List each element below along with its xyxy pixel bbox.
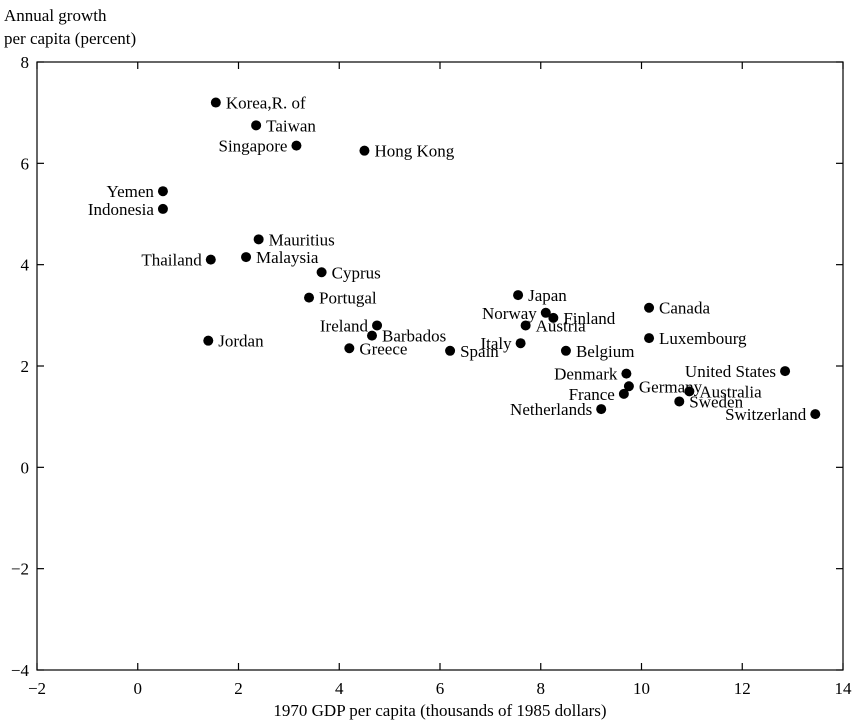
y-tick-label: 2 <box>21 357 30 376</box>
point-label-canada: Canada <box>659 299 710 318</box>
point-cyprus <box>316 267 327 278</box>
point-germany <box>623 381 634 392</box>
point-malaysia <box>241 252 252 263</box>
point-label-japan: Japan <box>528 286 567 305</box>
point-hong-kong <box>359 145 370 156</box>
point-canada <box>644 302 655 313</box>
point-label-denmark: Denmark <box>554 365 618 384</box>
x-tick-label: 2 <box>234 679 243 698</box>
point-label-singapore: Singapore <box>218 137 287 156</box>
point-austria <box>520 320 531 331</box>
point-indonesia <box>157 203 168 214</box>
point-luxembourg <box>644 333 655 344</box>
point-label-spain: Spain <box>460 342 499 361</box>
x-tick-label: 6 <box>436 679 445 698</box>
point-label-barbados: Barbados <box>382 327 446 346</box>
point-greece <box>344 343 355 354</box>
point-finland <box>548 312 559 323</box>
point-label-greece: Greece <box>359 339 407 358</box>
point-japan <box>513 290 524 301</box>
point-label-australia: Australia <box>699 382 762 401</box>
y-tick-label: 6 <box>21 154 30 173</box>
y-axis-title-line2: per capita (percent) <box>4 29 136 48</box>
point-spain <box>445 345 456 356</box>
point-belgium <box>560 345 571 356</box>
point-ireland <box>372 320 383 331</box>
x-tick-label: 4 <box>335 679 344 698</box>
point-jordan <box>203 335 214 346</box>
point-label-malaysia: Malaysia <box>256 248 319 267</box>
point-label-netherlands: Netherlands <box>510 400 592 419</box>
point-italy <box>515 338 526 349</box>
x-tick-label: 14 <box>835 679 853 698</box>
point-label-austria: Austria <box>536 316 587 335</box>
point-label-sweden: Sweden <box>689 392 743 411</box>
point-netherlands <box>596 404 607 415</box>
point-australia <box>684 386 695 397</box>
y-axis-title-line1: Annual growth <box>4 6 107 25</box>
point-label-switzerland: Switzerland <box>725 405 807 424</box>
y-tick-label: 8 <box>21 53 30 72</box>
point-united-states <box>780 366 791 377</box>
x-tick-label: 0 <box>134 679 143 698</box>
x-tick-label: 8 <box>537 679 546 698</box>
point-label-yemen: Yemen <box>107 182 155 201</box>
point-label-thailand: Thailand <box>141 251 202 270</box>
point-label-belgium: Belgium <box>576 342 635 361</box>
point-yemen <box>157 186 168 197</box>
point-france <box>618 388 629 399</box>
point-label-norway: Norway <box>482 304 537 323</box>
point-label-france: France <box>569 385 615 404</box>
point-label-finland: Finland <box>563 309 615 328</box>
point-label-korea-r-of: Korea,R. of <box>226 94 306 113</box>
point-switzerland <box>810 409 821 420</box>
point-label-indonesia: Indonesia <box>88 200 155 219</box>
point-norway <box>540 307 551 318</box>
point-label-mauritius: Mauritius <box>269 230 335 249</box>
point-mauritius <box>253 234 264 245</box>
point-label-luxembourg: Luxembourg <box>659 329 747 348</box>
x-axis-title: 1970 GDP per capita (thousands of 1985 d… <box>273 701 606 720</box>
point-korea-r-of <box>210 97 221 108</box>
point-sweden <box>674 396 685 407</box>
point-label-jordan: Jordan <box>218 332 264 351</box>
point-thailand <box>205 254 216 265</box>
x-tick-label: 12 <box>734 679 751 698</box>
point-label-cyprus: Cyprus <box>332 263 381 282</box>
data-points: Korea,R. of Taiwan Singapore Hong Kong Yemen… <box>88 94 821 424</box>
point-label-united-states: United States <box>685 362 776 381</box>
point-label-hong-kong: Hong Kong <box>374 142 454 161</box>
y-tick-label: −2 <box>11 560 29 579</box>
y-tick-label: 0 <box>21 458 30 477</box>
point-denmark <box>621 368 632 379</box>
point-taiwan <box>251 120 262 131</box>
point-singapore <box>291 140 302 151</box>
point-label-portugal: Portugal <box>319 289 377 308</box>
point-barbados <box>366 330 377 341</box>
point-label-ireland: Ireland <box>320 316 369 335</box>
x-tick-label: 10 <box>633 679 650 698</box>
y-tick-label: −4 <box>11 661 30 680</box>
point-label-italy: Italy <box>480 334 512 353</box>
point-portugal <box>304 292 315 303</box>
y-tick-label: 4 <box>21 256 30 275</box>
x-tick-label: −2 <box>28 679 46 698</box>
point-label-taiwan: Taiwan <box>266 116 316 135</box>
